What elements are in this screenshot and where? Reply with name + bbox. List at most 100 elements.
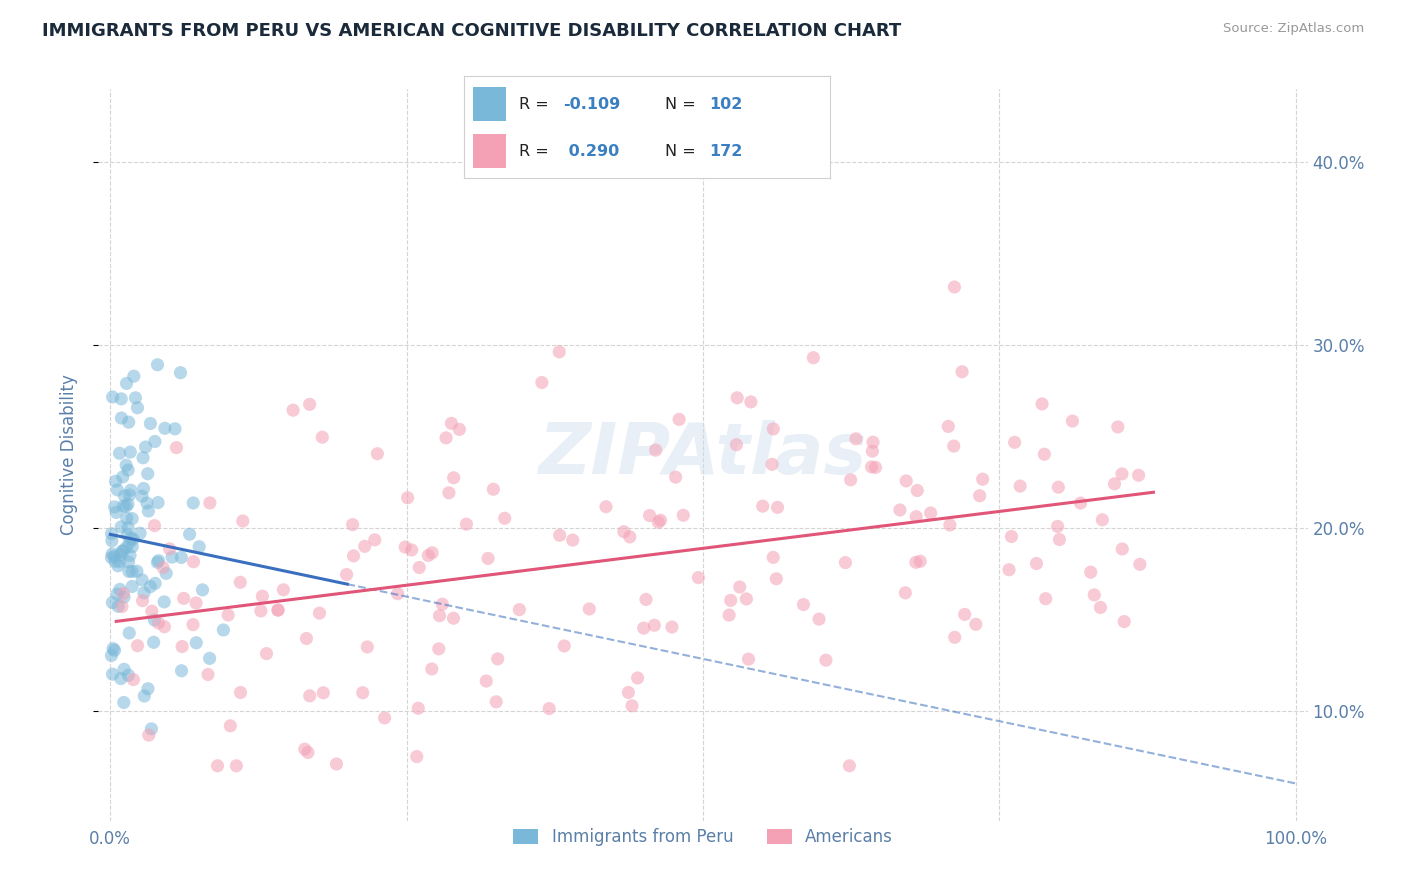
Point — [101, 641, 124, 656]
Point — [120, 445, 142, 459]
Text: N =: N = — [665, 96, 702, 112]
Point — [735, 591, 758, 606]
Text: -0.109: -0.109 — [562, 96, 620, 112]
Point — [418, 549, 440, 563]
Point — [115, 541, 138, 555]
Point — [865, 460, 887, 475]
Point — [121, 579, 143, 593]
Point — [353, 539, 375, 553]
Point — [456, 517, 478, 532]
Point — [578, 602, 600, 616]
Point — [117, 497, 139, 511]
Point — [138, 504, 160, 518]
Point — [1004, 435, 1026, 450]
Point — [110, 411, 132, 425]
Point — [920, 506, 942, 520]
Point — [172, 640, 194, 654]
Point — [650, 513, 672, 527]
Point — [1107, 420, 1129, 434]
Point — [114, 489, 136, 503]
Point — [115, 376, 138, 391]
Point — [1000, 529, 1022, 543]
Point — [115, 511, 138, 525]
Point — [972, 472, 994, 486]
Point — [118, 488, 141, 502]
Point — [122, 369, 145, 384]
Point — [494, 511, 516, 525]
Point — [117, 528, 139, 542]
Point — [229, 575, 252, 590]
Point — [311, 430, 333, 444]
Point — [132, 482, 155, 496]
Point — [118, 415, 141, 429]
Point — [105, 505, 128, 519]
Point — [998, 563, 1021, 577]
Point — [942, 439, 965, 453]
Point — [434, 431, 457, 445]
Point — [728, 580, 751, 594]
Point — [186, 636, 208, 650]
Point — [943, 280, 966, 294]
Point — [117, 521, 139, 535]
Point — [342, 549, 364, 563]
Point — [1111, 467, 1133, 481]
Point — [965, 617, 987, 632]
Point — [814, 653, 837, 667]
Text: N =: N = — [665, 144, 702, 159]
Point — [267, 603, 290, 617]
Point — [737, 652, 759, 666]
Point — [104, 500, 127, 514]
Point — [135, 496, 157, 510]
Point — [101, 390, 124, 404]
Point — [725, 391, 748, 405]
Point — [860, 459, 883, 474]
Point — [117, 555, 139, 569]
Point — [103, 549, 125, 564]
Point — [429, 608, 451, 623]
Point — [125, 564, 148, 578]
Point — [107, 599, 129, 614]
Point — [620, 698, 643, 713]
Point — [718, 608, 741, 623]
Point — [112, 499, 135, 513]
Point — [146, 555, 169, 569]
Point — [548, 528, 571, 542]
Point — [163, 422, 186, 436]
Point — [122, 532, 145, 546]
Text: 172: 172 — [709, 144, 742, 159]
Point — [256, 647, 278, 661]
Point — [401, 543, 423, 558]
Point — [143, 576, 166, 591]
Point — [905, 483, 928, 498]
Point — [838, 758, 860, 772]
Point — [136, 681, 159, 696]
Point — [191, 582, 214, 597]
Point — [129, 526, 152, 541]
Point — [217, 607, 239, 622]
Point — [482, 482, 505, 496]
Point — [420, 546, 443, 560]
Point — [219, 719, 242, 733]
Point — [155, 566, 177, 581]
Point — [443, 611, 465, 625]
Point — [894, 586, 917, 600]
Point — [118, 535, 141, 549]
Point — [1104, 476, 1126, 491]
Point — [672, 508, 695, 523]
Point — [485, 695, 508, 709]
Point — [281, 403, 304, 417]
Point — [387, 587, 409, 601]
Point — [889, 503, 911, 517]
Point — [538, 701, 561, 715]
Point — [127, 401, 149, 415]
Point — [225, 758, 247, 772]
Point — [396, 491, 419, 505]
Point — [408, 560, 430, 574]
Point — [394, 540, 416, 554]
Point — [122, 673, 145, 687]
Point — [477, 551, 499, 566]
Point — [105, 587, 128, 601]
Point — [148, 615, 170, 630]
Point — [336, 567, 359, 582]
Point — [120, 532, 142, 546]
